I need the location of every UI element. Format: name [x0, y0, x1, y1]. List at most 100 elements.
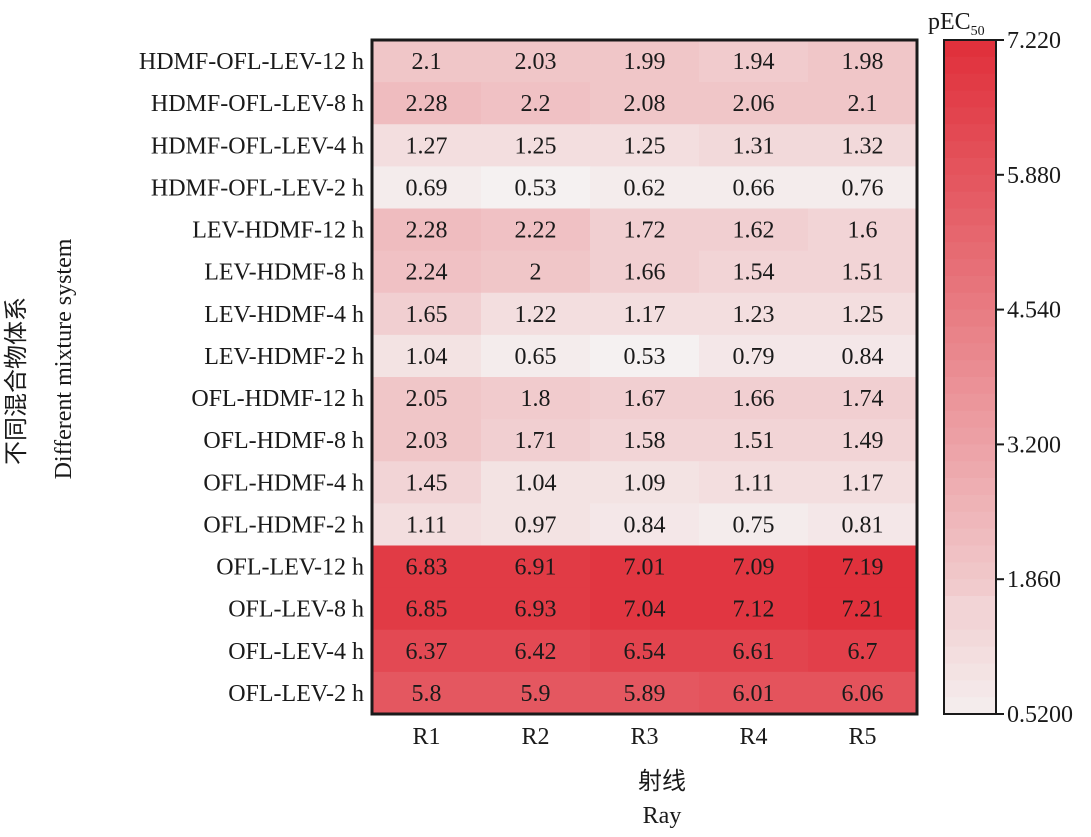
cell-value-label: 6.37	[406, 639, 448, 665]
cell-fill	[372, 377, 482, 420]
cell-value-label: 1.04	[515, 470, 557, 496]
colorbar-title: pEC50	[928, 9, 985, 39]
colorbar-segment	[944, 360, 996, 378]
cell-fill	[699, 377, 809, 420]
cell-value-label: 1.62	[733, 218, 775, 244]
heatmap-cell: 7.12	[699, 587, 809, 631]
cell-value-label: 1.23	[733, 302, 775, 328]
row-label: HDMF-OFL-LEV-12 h	[139, 49, 364, 75]
cell-fill	[481, 40, 591, 83]
cell-value-label: 2.28	[406, 218, 448, 244]
column-label: R3	[630, 724, 658, 750]
cell-value-label: 1.94	[733, 49, 775, 75]
colorbar-segment	[944, 461, 996, 479]
heatmap-cell: 1.99	[590, 40, 700, 83]
heatmap-cell: 0.69	[372, 166, 482, 210]
cell-value-label: 1.04	[406, 344, 448, 370]
cell-value-label: 6.7	[848, 639, 878, 665]
heatmap-cell: 0.53	[481, 166, 591, 210]
cell-value-label: 2.05	[406, 386, 448, 412]
heatmap-cell: 1.22	[481, 292, 591, 336]
cell-value-label: 1.22	[515, 302, 557, 328]
cell-value-label: 6.91	[515, 555, 557, 581]
cell-fill	[699, 208, 809, 252]
colorbar-segment	[944, 40, 996, 58]
heatmap-cell: 6.61	[699, 629, 809, 673]
cell-value-label: 0.97	[515, 512, 557, 538]
cell-value-label: 7.09	[733, 555, 775, 581]
cell-value-label: 0.81	[842, 512, 884, 538]
cell-value-label: 1.54	[733, 260, 775, 286]
cell-value-label: 5.89	[624, 681, 666, 707]
x-axis-title-en: Ray	[643, 803, 682, 829]
cell-value-label: 1.66	[624, 260, 666, 286]
colorbar-segment	[944, 191, 996, 210]
cell-value-label: 2.08	[624, 91, 666, 117]
colorbar-segment	[944, 444, 996, 462]
cell-fill	[590, 208, 700, 252]
cell-value-label: 2	[530, 260, 542, 286]
colorbar: 7.220 5.880 4.540 3.200 1.860 0.5200 pEC50	[928, 9, 1073, 728]
cell-fill	[699, 40, 809, 83]
cell-fill	[372, 629, 482, 673]
cell-fill	[372, 40, 482, 83]
heatmap-cell: 1.66	[699, 377, 809, 420]
row-label: LEV-HDMF-2 h	[204, 344, 364, 370]
cell-fill	[590, 629, 700, 673]
heatmap-cell: 7.09	[699, 545, 809, 589]
cell-value-label: 5.9	[521, 681, 551, 707]
cell-fill	[372, 124, 482, 167]
cell-fill	[590, 419, 700, 462]
cell-fill	[481, 208, 591, 252]
colorbar-segment	[944, 646, 996, 665]
colorbar-segment	[944, 326, 996, 344]
colorbar-segment	[944, 680, 996, 698]
heatmap-cell: 7.01	[590, 545, 700, 589]
cell-fill	[808, 292, 918, 336]
colorbar-segment	[944, 90, 996, 108]
cell-fill	[699, 124, 809, 167]
cell-fill	[808, 250, 918, 294]
cell-fill	[699, 82, 809, 125]
heatmap-cell: 1.94	[699, 40, 809, 83]
heatmap-cell: 1.23	[699, 292, 809, 336]
heatmap-cell: 2.03	[481, 40, 591, 83]
heatmap-cell: 1.45	[372, 461, 482, 504]
cell-value-label: 7.04	[624, 597, 666, 623]
cell-value-label: 6.93	[515, 597, 557, 623]
cell-fill	[481, 545, 591, 589]
heatmap-cell: 6.01	[699, 671, 809, 715]
cell-fill	[590, 292, 700, 336]
colorbar-segment	[944, 225, 996, 243]
colorbar-segment	[944, 124, 996, 142]
colorbar-segment	[944, 56, 996, 75]
cell-fill	[590, 334, 700, 378]
colorbar-segment	[944, 393, 996, 412]
colorbar-segment	[944, 174, 996, 193]
cell-fill	[808, 461, 918, 504]
cell-value-label: 1.27	[406, 133, 448, 159]
heatmap-cell: 1.6	[808, 208, 918, 252]
cell-fill	[372, 671, 482, 715]
colorbar-segment	[944, 259, 996, 277]
cell-fill	[481, 587, 591, 631]
heatmap-cell: 1.04	[481, 461, 591, 504]
cell-fill	[808, 40, 918, 83]
heatmap-cell: 1.58	[590, 419, 700, 462]
cell-value-label: 6.85	[406, 597, 448, 623]
cell-value-label: 1.98	[842, 49, 884, 75]
cell-fill	[699, 671, 809, 715]
cell-fill	[590, 82, 700, 125]
colorbar-segment	[944, 478, 996, 496]
cell-fill	[590, 503, 700, 547]
heatmap-cell: 0.75	[699, 503, 809, 547]
row-label: OFL-LEV-2 h	[228, 681, 364, 707]
cell-fill	[808, 166, 918, 210]
cell-fill	[481, 461, 591, 504]
cell-value-label: 1.25	[624, 133, 666, 159]
cell-value-label: 2.1	[412, 49, 442, 75]
colorbar-segment	[944, 410, 996, 429]
heatmap-cell: 1.72	[590, 208, 700, 252]
colorbar-tick-label: 4.540	[1007, 298, 1061, 324]
